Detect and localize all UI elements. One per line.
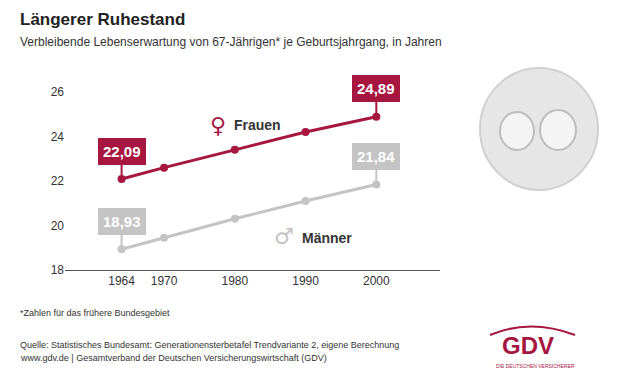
svg-text:20: 20: [51, 219, 65, 233]
svg-text:1980: 1980: [221, 274, 248, 288]
svg-text:Männer: Männer: [302, 230, 352, 246]
svg-text:1964: 1964: [108, 274, 135, 288]
svg-text:♂: ♂: [274, 224, 294, 249]
svg-text:21,84: 21,84: [357, 148, 395, 165]
svg-text:Verbleibende Lebenserwartung v: Verbleibende Lebenserwartung von 67-Jähr…: [20, 35, 442, 49]
svg-text:24,89: 24,89: [357, 80, 395, 97]
svg-text:*Zahlen für das frühere Bundes: *Zahlen für das frühere Bundesgebiet: [20, 308, 170, 318]
svg-text:18,93: 18,93: [103, 213, 141, 230]
svg-text:♀: ♀: [210, 113, 226, 138]
svg-text:GDV: GDV: [502, 332, 554, 359]
svg-text:Frauen: Frauen: [234, 117, 281, 133]
svg-text:www.gdv.de | Gesamtverband der: www.gdv.de | Gesamtverband der Deutschen…: [20, 353, 327, 363]
svg-text:22,09: 22,09: [103, 143, 141, 160]
svg-text:Längerer Ruhestand: Längerer Ruhestand: [20, 10, 185, 29]
svg-text:24: 24: [51, 130, 65, 144]
svg-text:1990: 1990: [292, 274, 319, 288]
svg-text:Quelle: Statistisches Bundesam: Quelle: Statistisches Bundesamt: Generat…: [20, 340, 399, 350]
svg-text:22: 22: [51, 174, 65, 188]
svg-text:18: 18: [51, 263, 65, 277]
svg-text:DIE DEUTSCHEN VERSICHERER: DIE DEUTSCHEN VERSICHERER: [496, 363, 575, 369]
svg-text:2000: 2000: [363, 274, 390, 288]
svg-text:26: 26: [51, 85, 65, 99]
svg-text:1970: 1970: [151, 274, 178, 288]
